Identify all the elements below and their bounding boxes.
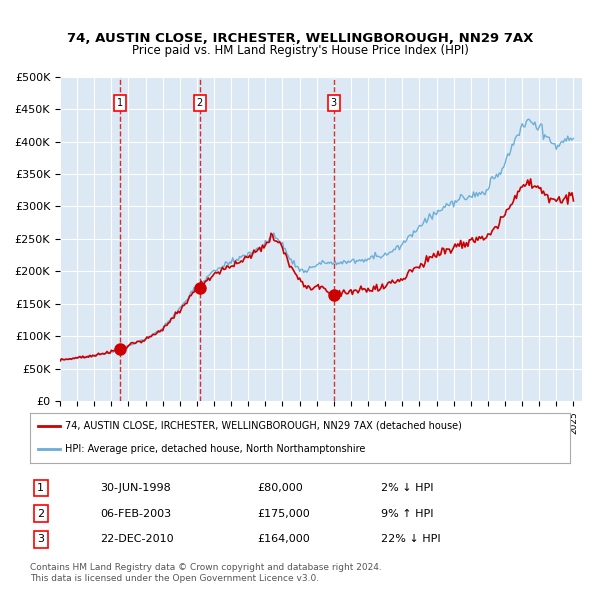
Text: 74, AUSTIN CLOSE, IRCHESTER, WELLINGBOROUGH, NN29 7AX (detached house): 74, AUSTIN CLOSE, IRCHESTER, WELLINGBORO… <box>65 421 462 431</box>
Text: This data is licensed under the Open Government Licence v3.0.: This data is licensed under the Open Gov… <box>30 573 319 583</box>
Text: 22% ↓ HPI: 22% ↓ HPI <box>381 534 440 544</box>
Text: 2% ↓ HPI: 2% ↓ HPI <box>381 483 433 493</box>
Text: 3: 3 <box>331 98 337 107</box>
Text: 1: 1 <box>37 483 44 493</box>
Text: 30-JUN-1998: 30-JUN-1998 <box>100 483 171 493</box>
Text: Price paid vs. HM Land Registry's House Price Index (HPI): Price paid vs. HM Land Registry's House … <box>131 44 469 57</box>
Text: 2: 2 <box>197 98 203 107</box>
Text: HPI: Average price, detached house, North Northamptonshire: HPI: Average price, detached house, Nort… <box>65 444 365 454</box>
Text: 9% ↑ HPI: 9% ↑ HPI <box>381 509 433 519</box>
Text: 06-FEB-2003: 06-FEB-2003 <box>100 509 172 519</box>
Text: £80,000: £80,000 <box>257 483 302 493</box>
Text: £175,000: £175,000 <box>257 509 310 519</box>
Text: £164,000: £164,000 <box>257 534 310 544</box>
Text: 3: 3 <box>37 534 44 544</box>
Text: 74, AUSTIN CLOSE, IRCHESTER, WELLINGBOROUGH, NN29 7AX: 74, AUSTIN CLOSE, IRCHESTER, WELLINGBORO… <box>67 32 533 45</box>
Text: 2: 2 <box>37 509 44 519</box>
Text: 1: 1 <box>117 98 123 107</box>
Text: 22-DEC-2010: 22-DEC-2010 <box>100 534 174 544</box>
Text: Contains HM Land Registry data © Crown copyright and database right 2024.: Contains HM Land Registry data © Crown c… <box>30 563 382 572</box>
